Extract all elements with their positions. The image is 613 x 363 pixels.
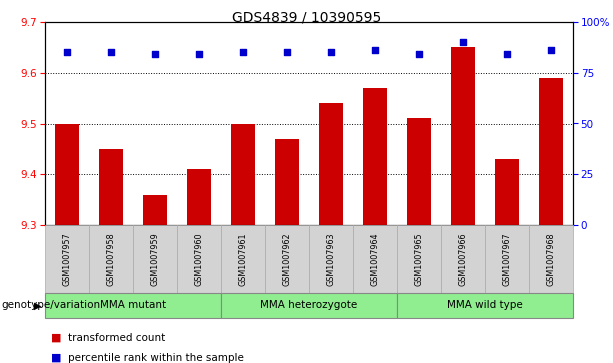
Point (194, 52, 204, 57)
Text: ■: ■ (51, 353, 62, 363)
Text: GSM1007967: GSM1007967 (503, 232, 511, 286)
Text: GSM1007964: GSM1007964 (370, 232, 379, 286)
Text: GSM1007958: GSM1007958 (107, 232, 115, 286)
Point (458, 40, 468, 45)
Text: transformed count: transformed count (68, 333, 166, 343)
Point (370, 48, 380, 53)
Bar (407, 118, 431, 225)
Text: MMA wild type: MMA wild type (447, 301, 523, 310)
Text: GSM1007963: GSM1007963 (327, 232, 335, 286)
Bar (99, 149, 123, 225)
Text: GSM1007960: GSM1007960 (194, 232, 204, 286)
Text: GSM1007965: GSM1007965 (414, 232, 424, 286)
Point (326, 49, 336, 55)
Text: MMA mutant: MMA mutant (100, 301, 166, 310)
Text: GSM1007966: GSM1007966 (459, 232, 468, 286)
Bar (495, 159, 519, 225)
Bar (187, 169, 211, 225)
Point (238, 49, 248, 55)
Bar (539, 78, 563, 225)
Bar (319, 103, 343, 225)
Point (282, 49, 292, 55)
Bar (275, 139, 299, 225)
Bar (143, 195, 167, 225)
Point (414, 52, 424, 57)
Text: GSM1007959: GSM1007959 (151, 232, 159, 286)
Text: GDS4839 / 10390595: GDS4839 / 10390595 (232, 11, 381, 25)
Text: genotype/variation: genotype/variation (1, 301, 101, 310)
Point (106, 49, 116, 55)
Text: ▶: ▶ (34, 301, 42, 310)
Bar (451, 48, 475, 225)
Point (546, 48, 556, 53)
Text: GSM1007962: GSM1007962 (283, 232, 292, 286)
Point (502, 52, 512, 57)
Text: ■: ■ (51, 333, 62, 343)
Text: GSM1007957: GSM1007957 (63, 232, 72, 286)
Bar (55, 123, 79, 225)
Text: GSM1007968: GSM1007968 (547, 232, 555, 286)
Point (62, 49, 72, 55)
Bar (363, 88, 387, 225)
Text: GSM1007961: GSM1007961 (238, 232, 248, 286)
Text: MMA heterozygote: MMA heterozygote (261, 301, 357, 310)
Bar (231, 123, 255, 225)
Text: percentile rank within the sample: percentile rank within the sample (68, 353, 244, 363)
Point (150, 52, 160, 57)
